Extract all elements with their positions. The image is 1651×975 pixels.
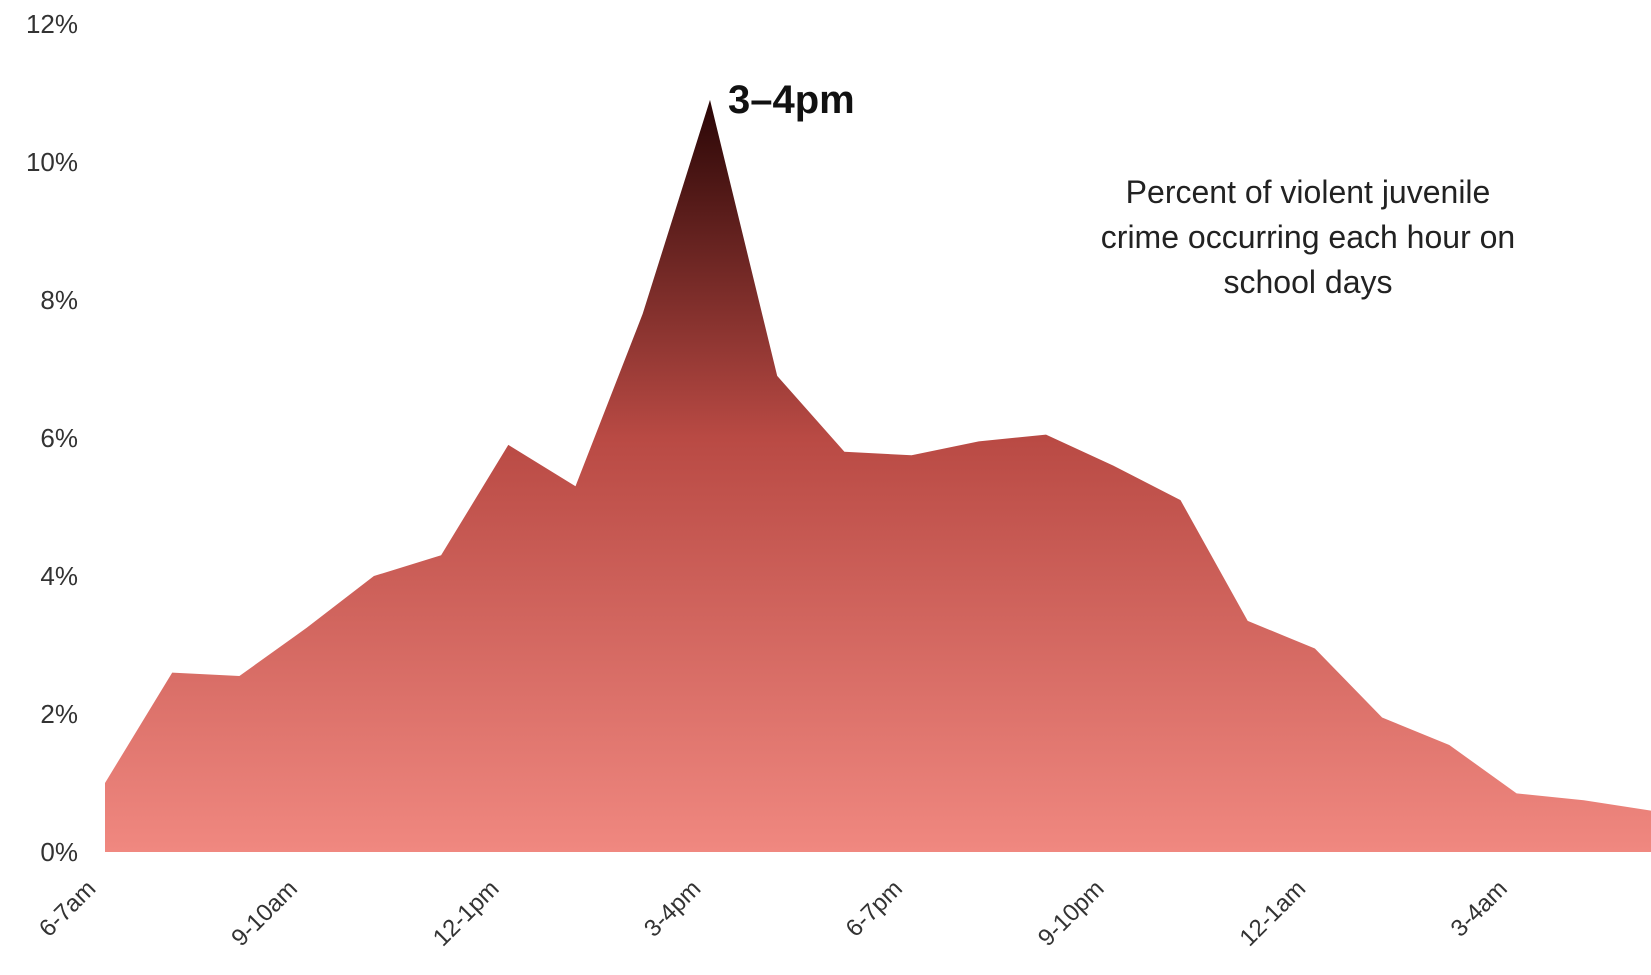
- y-tick-label: 8%: [40, 285, 78, 315]
- y-tick-label: 2%: [40, 699, 78, 729]
- x-tick-label: 6-7am: [34, 875, 101, 942]
- chart-description-line-3: school days: [1224, 264, 1393, 300]
- x-tick-label: 3-4am: [1446, 875, 1513, 942]
- peak-annotation: 3–4pm: [728, 78, 855, 122]
- x-tick-label: 9-10pm: [1033, 875, 1110, 952]
- chart-description-line-2: crime occurring each hour on: [1101, 219, 1515, 255]
- y-tick-label: 4%: [40, 561, 78, 591]
- chart-description: Percent of violent juvenile crime occurr…: [1101, 174, 1515, 300]
- y-tick-label: 10%: [26, 147, 78, 177]
- x-tick-label: 6-7pm: [841, 875, 908, 942]
- x-tick-label: 3-4pm: [639, 875, 706, 942]
- series-area: [105, 99, 1651, 852]
- x-axis: 6-7am 9-10am 12-1pm 3-4pm 6-7pm 9-10pm 12-1am 3…: [34, 875, 1513, 952]
- y-tick-label: 0%: [40, 837, 78, 867]
- chart-description-line-1: Percent of violent juvenile: [1126, 174, 1491, 210]
- x-tick-label: 12-1am: [1235, 875, 1312, 952]
- x-tick-label: 9-10am: [226, 875, 303, 952]
- y-tick-label: 6%: [40, 423, 78, 453]
- x-tick-label: 12-1pm: [428, 875, 505, 952]
- y-tick-label: 12%: [26, 9, 78, 39]
- y-axis: 0% 2% 4% 6% 8% 10% 12%: [26, 9, 78, 867]
